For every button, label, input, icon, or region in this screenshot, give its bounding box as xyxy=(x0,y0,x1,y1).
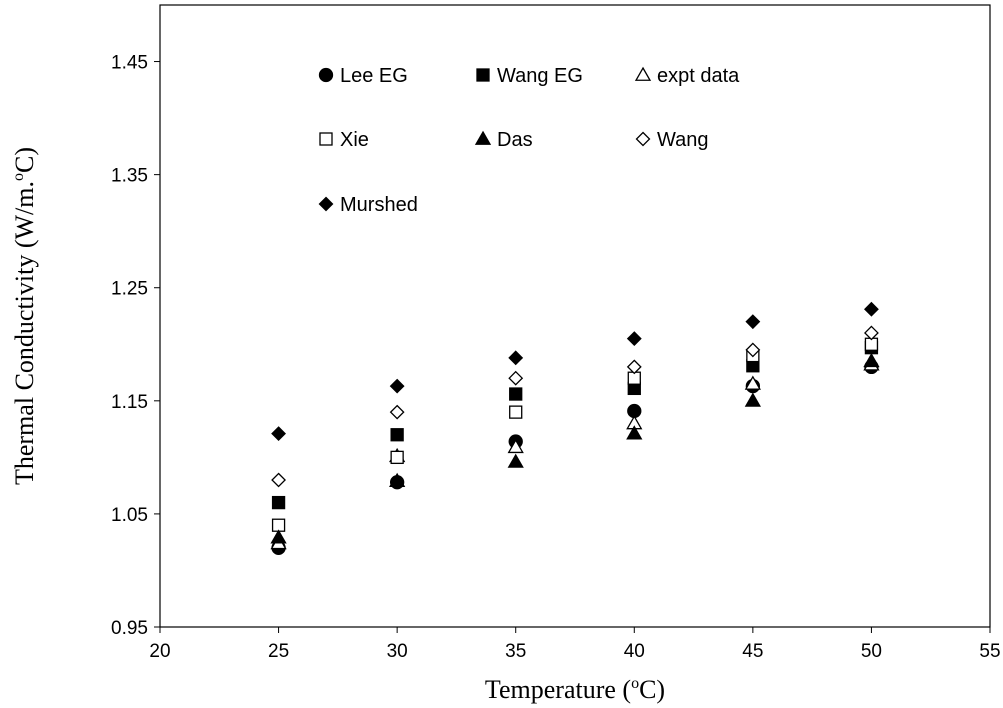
x-axis-title-superscript: o xyxy=(631,675,639,692)
legend-label-expt-data: expt data xyxy=(657,65,740,87)
legend-marker-wang xyxy=(635,131,651,147)
data-point-wang xyxy=(745,342,761,358)
legend-label-xie: Xie xyxy=(340,129,369,151)
data-point-murshed xyxy=(271,426,286,442)
x-tick-label: 55 xyxy=(979,641,1000,662)
data-point-wang xyxy=(626,359,642,375)
data-point-murshed xyxy=(626,331,642,347)
legend-label-wang-eg: Wang EG xyxy=(497,65,583,87)
data-point-wang xyxy=(864,325,879,341)
legend: Lee EG Wang EG expt data Xie Das Wang Murshed xyxy=(318,65,740,216)
data-point-wang xyxy=(389,404,405,420)
data-point-das xyxy=(744,392,761,407)
data-point-das xyxy=(626,425,643,440)
legend-label-wang: Wang xyxy=(657,129,709,151)
x-axis-title-end: C) xyxy=(639,675,665,704)
data-point-das xyxy=(507,453,524,468)
data-point-murshed xyxy=(745,314,761,330)
data-point-expt-data xyxy=(744,375,761,390)
y-axis-ticks: 0.95 1.05 1.15 1.25 1.35 1.45 xyxy=(111,53,160,639)
plot-area xyxy=(159,4,991,628)
legend-marker-wang-eg xyxy=(476,68,490,82)
y-tick-label: 1.15 xyxy=(111,392,148,413)
data-point-das xyxy=(389,472,406,488)
data-point-wang-eg xyxy=(271,495,286,510)
y-tick-label: 1.05 xyxy=(111,505,148,526)
y-tick-label: 0.95 xyxy=(111,618,148,639)
y-axis-title-superscript: o xyxy=(10,173,27,181)
x-tick-label: 25 xyxy=(268,641,289,662)
x-tick-label: 45 xyxy=(742,641,763,662)
x-axis-ticks: 20 25 30 35 40 45 50 55 xyxy=(149,627,1001,662)
data-point-wang xyxy=(271,472,286,488)
y-tick-label: 1.45 xyxy=(111,53,148,74)
legend-marker-das xyxy=(474,130,492,145)
x-tick-label: 30 xyxy=(387,641,408,662)
legend-label-murshed: Murshed xyxy=(340,194,418,216)
x-tick-label: 40 xyxy=(624,641,645,662)
data-point-wang-eg xyxy=(509,387,523,401)
legend-marker-expt-data xyxy=(634,66,652,81)
data-point-wang xyxy=(508,370,524,386)
data-point-wang-eg xyxy=(390,428,404,442)
data-point-murshed xyxy=(389,378,405,394)
x-tick-label: 20 xyxy=(149,641,170,662)
data-markers xyxy=(270,301,880,555)
data-point-das xyxy=(270,529,287,544)
legend-label-das: Das xyxy=(497,129,533,151)
y-axis-title-end: C) xyxy=(10,147,39,173)
legend-marker-xie xyxy=(319,132,333,146)
legend-label-lee-eg: Lee EG xyxy=(340,65,408,87)
x-axis-title: Temperature (oC) xyxy=(485,675,665,704)
data-point-murshed xyxy=(508,350,524,366)
data-point-expt-data xyxy=(507,438,524,454)
data-point-xie xyxy=(509,405,523,419)
x-tick-label: 50 xyxy=(861,641,882,662)
x-axis-title-main: Temperature ( xyxy=(485,675,631,704)
y-axis-title-main: Thermal Conductivity (W/m. xyxy=(10,181,39,485)
y-tick-label: 1.35 xyxy=(111,166,148,187)
y-tick-label: 1.25 xyxy=(111,279,148,300)
legend-marker-lee-eg xyxy=(318,67,334,83)
y-axis-title: Thermal Conductivity (W/m.oC) xyxy=(10,147,39,485)
x-tick-label: 35 xyxy=(505,641,526,662)
data-point-xie xyxy=(390,450,404,465)
legend-marker-murshed xyxy=(318,196,334,212)
data-point-murshed xyxy=(864,301,879,317)
data-point-das xyxy=(863,352,880,368)
